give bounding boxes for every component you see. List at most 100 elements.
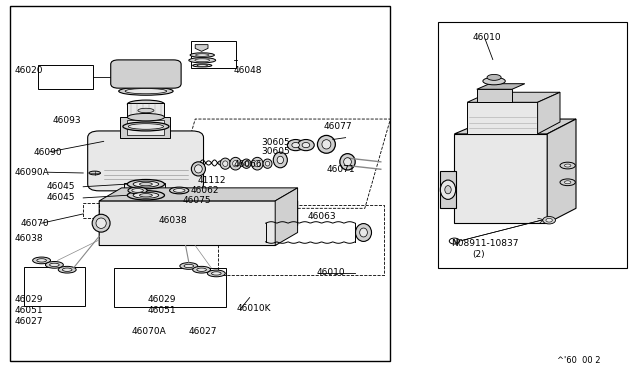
Polygon shape [99,201,298,246]
Bar [83,203,99,218]
Ellipse shape [180,263,198,269]
Polygon shape [440,171,456,208]
Polygon shape [275,188,298,246]
Ellipse shape [191,162,205,176]
Text: 46070A: 46070A [131,327,166,336]
Ellipse shape [123,79,169,88]
Bar [38,65,93,89]
Ellipse shape [207,270,225,277]
Text: 46029: 46029 [14,295,43,304]
Text: 46051: 46051 [147,306,176,315]
Bar [120,117,170,138]
Text: 46010K: 46010K [237,304,271,313]
Ellipse shape [287,140,304,151]
Ellipse shape [127,190,164,200]
Ellipse shape [340,154,355,170]
Text: 46010: 46010 [472,33,501,42]
Bar [191,41,236,68]
Ellipse shape [197,65,207,66]
Text: 30605: 30605 [261,147,290,156]
Polygon shape [454,134,547,223]
Ellipse shape [58,266,76,273]
Ellipse shape [119,87,173,95]
Ellipse shape [140,193,152,197]
Ellipse shape [440,180,456,199]
Polygon shape [477,84,525,89]
Ellipse shape [211,272,221,275]
Ellipse shape [223,161,228,166]
Text: 41112: 41112 [197,176,226,185]
Ellipse shape [564,164,571,167]
FancyBboxPatch shape [111,60,181,88]
Text: 46063: 46063 [307,212,336,221]
Ellipse shape [140,182,152,186]
Polygon shape [99,188,298,201]
Polygon shape [454,119,576,134]
Bar [127,120,164,135]
Ellipse shape [273,152,287,168]
Text: 46077: 46077 [323,122,352,131]
Ellipse shape [127,113,164,121]
Circle shape [543,217,556,224]
Ellipse shape [445,186,451,194]
Ellipse shape [317,135,335,153]
Ellipse shape [564,181,571,184]
Ellipse shape [193,64,212,67]
Text: 46045: 46045 [46,193,75,202]
Text: (2): (2) [472,250,485,259]
Ellipse shape [133,192,159,198]
Ellipse shape [128,187,147,194]
Ellipse shape [322,140,331,149]
Ellipse shape [255,160,260,167]
Text: 46062: 46062 [191,186,220,195]
Ellipse shape [230,157,241,170]
Ellipse shape [132,189,143,192]
Ellipse shape [344,158,351,166]
Text: N08911-10837: N08911-10837 [451,239,518,248]
Circle shape [449,238,460,244]
Ellipse shape [298,140,314,151]
Bar [127,103,164,117]
Ellipse shape [96,218,106,228]
Polygon shape [467,92,560,102]
FancyBboxPatch shape [88,131,204,191]
Ellipse shape [129,124,164,129]
Ellipse shape [292,142,300,148]
Polygon shape [477,89,512,102]
Ellipse shape [197,268,206,272]
Ellipse shape [127,100,164,108]
Ellipse shape [242,159,251,168]
Ellipse shape [244,161,249,166]
Ellipse shape [33,257,51,264]
Polygon shape [547,119,576,223]
Ellipse shape [127,179,164,189]
Ellipse shape [263,159,272,168]
Ellipse shape [195,165,202,173]
Ellipse shape [265,161,270,166]
Text: 46070: 46070 [20,219,49,228]
Ellipse shape [483,77,506,85]
Ellipse shape [173,189,185,192]
Bar [114,268,226,307]
Ellipse shape [196,54,209,56]
Ellipse shape [45,262,63,268]
Text: ^'60  00 2: ^'60 00 2 [557,356,600,365]
Text: 46045: 46045 [46,182,75,191]
Text: 46027: 46027 [14,317,43,326]
Ellipse shape [560,179,575,186]
Ellipse shape [189,58,216,63]
Ellipse shape [360,228,367,237]
Circle shape [546,218,552,222]
Text: 46010: 46010 [317,268,346,277]
Ellipse shape [277,156,284,164]
Text: 46027: 46027 [189,327,218,336]
Bar [438,22,627,268]
Ellipse shape [170,187,189,194]
Ellipse shape [190,53,214,57]
Ellipse shape [92,214,110,232]
Ellipse shape [184,264,193,268]
Ellipse shape [487,74,501,80]
Text: 46090A: 46090A [14,169,49,177]
Text: 46071: 46071 [326,165,355,174]
Ellipse shape [560,162,575,169]
